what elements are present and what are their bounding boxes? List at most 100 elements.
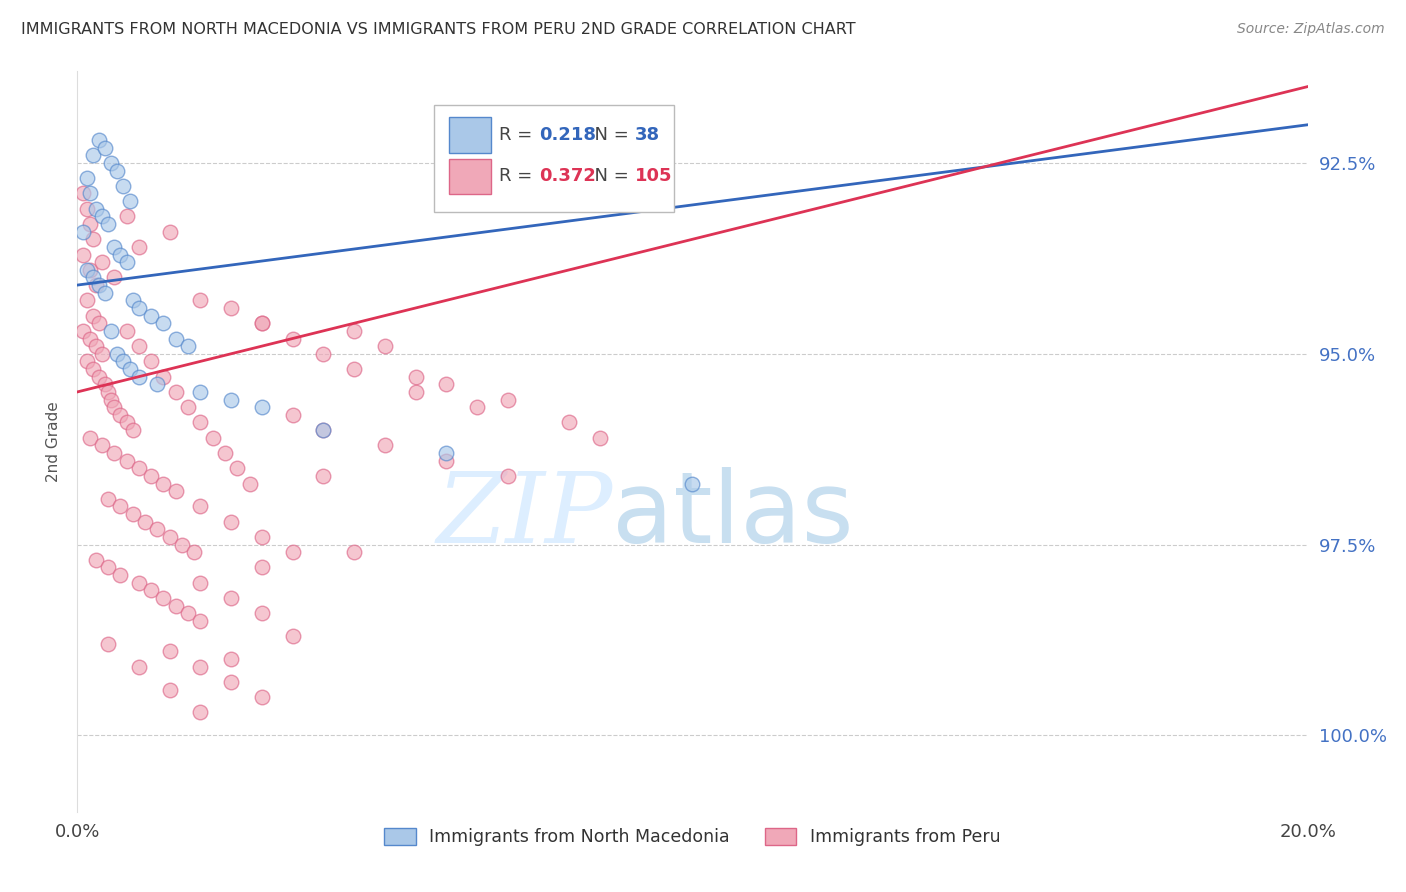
Point [118,194,141,208]
Text: IMMIGRANTS FROM NORTH MACEDONIA VS IMMIGRANTS FROM PERU 2ND GRADE CORRELATION CH: IMMIGRANTS FROM NORTH MACEDONIA VS IMMIG… [21,22,856,37]
Point [188,614,212,628]
Point [219,301,242,315]
Point [79,262,101,277]
Point [97,491,120,506]
Point [374,339,396,353]
Point [128,461,150,475]
Point [112,178,135,193]
Point [201,431,224,445]
Point [84,553,107,567]
Point [188,293,212,308]
Point [281,408,304,422]
Point [177,400,200,414]
Point [105,163,128,178]
Point [82,148,104,162]
Point [90,347,114,361]
Point [188,706,212,720]
Point [115,416,138,430]
Point [250,530,273,544]
Point [152,476,174,491]
Point [87,133,110,147]
Point [219,591,242,605]
Point [405,384,427,399]
Point [558,416,581,430]
Point [465,400,488,414]
Point [188,575,212,590]
Point [281,331,304,345]
Point [90,255,114,269]
Point [188,384,212,399]
Point [110,500,132,514]
Point [250,316,273,330]
Point [76,202,98,216]
Point [128,301,150,315]
Point [165,331,187,345]
Point [250,607,273,621]
Point [87,278,110,293]
Point [170,538,193,552]
Point [90,210,114,224]
Point [343,362,366,376]
Point [152,316,174,330]
Point [103,400,125,414]
Point [84,278,107,293]
Point [121,507,143,521]
Point [103,240,125,254]
Point [219,675,242,690]
Point [72,247,94,261]
Point [239,476,262,491]
Point [159,644,181,658]
Point [115,453,138,467]
Point [112,354,135,368]
Point [94,377,117,392]
Point [97,384,120,399]
Point [405,369,427,384]
Point [72,186,94,201]
Text: 0.372: 0.372 [538,168,596,186]
Point [115,324,138,338]
Point [343,324,366,338]
Point [82,309,104,323]
Point [496,469,519,483]
Point [374,438,396,452]
Point [87,369,110,384]
Text: 105: 105 [634,168,672,186]
Point [110,408,132,422]
Point [152,591,174,605]
Point [79,431,101,445]
FancyBboxPatch shape [449,159,491,194]
Point [250,560,273,574]
Point [79,186,101,201]
Point [82,362,104,376]
Point [82,270,104,285]
Point [177,339,200,353]
Point [188,659,212,673]
Point [103,446,125,460]
Point [141,469,163,483]
Point [94,141,117,155]
Text: Source: ZipAtlas.com: Source: ZipAtlas.com [1237,22,1385,37]
Point [118,362,141,376]
Point [183,545,205,559]
Point [312,423,335,437]
Point [141,309,163,323]
Point [159,530,181,544]
Point [141,583,163,598]
Point [128,659,150,673]
Point [87,316,110,330]
Point [128,369,150,384]
Point [250,316,273,330]
Point [219,392,242,407]
Point [110,247,132,261]
Point [128,240,150,254]
Point [72,225,94,239]
Text: R =: R = [499,126,538,144]
Point [165,484,187,499]
Point [177,607,200,621]
Point [97,560,120,574]
Point [165,599,187,613]
Point [121,293,143,308]
Point [312,423,335,437]
Point [76,354,98,368]
Text: ZIP: ZIP [436,468,613,563]
